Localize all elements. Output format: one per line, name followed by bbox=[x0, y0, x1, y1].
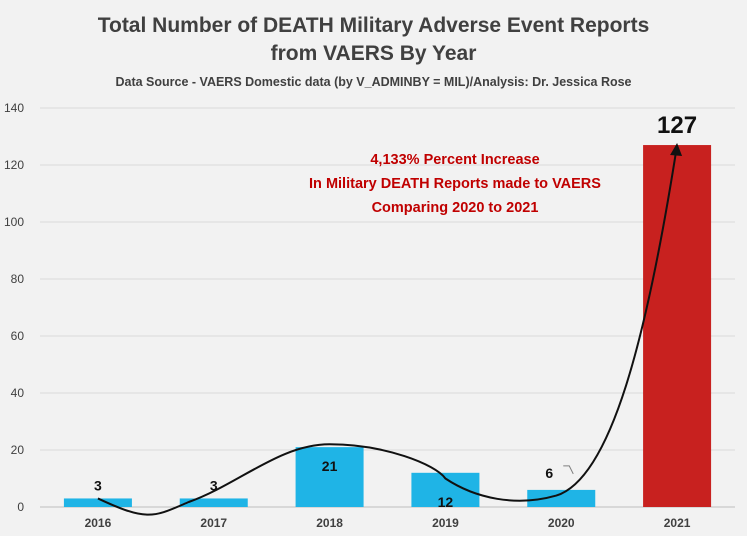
x-tick-label-2017: 2017 bbox=[200, 516, 227, 530]
y-tick-label-100: 100 bbox=[4, 215, 24, 229]
x-tick-label-2020: 2020 bbox=[548, 516, 575, 530]
annotation-line-2: In Military DEATH Reports made to VAERS bbox=[309, 176, 601, 192]
trend-arrowhead bbox=[670, 143, 683, 157]
chart-subtitle: Data Source - VAERS Domestic data (by V_… bbox=[115, 75, 632, 89]
data-label-2021: 127 bbox=[657, 112, 697, 139]
bars bbox=[63, 145, 712, 508]
x-tick-label-2021: 2021 bbox=[664, 516, 691, 530]
y-tick-label-20: 20 bbox=[11, 443, 25, 457]
x-axis-ticks: 2016 2017 2018 2019 2020 2021 bbox=[85, 516, 691, 530]
trend-curve bbox=[97, 143, 683, 516]
gridlines bbox=[40, 107, 735, 508]
annotation-line-1: 4,133% Percent Increase bbox=[370, 152, 540, 168]
x-tick-label-2018: 2018 bbox=[316, 516, 343, 530]
bar-2021 bbox=[643, 145, 712, 508]
bar-2017 bbox=[179, 498, 248, 507]
data-label-2020: 6 bbox=[545, 465, 553, 481]
y-tick-label-80: 80 bbox=[11, 272, 25, 286]
x-tick-label-2019: 2019 bbox=[432, 516, 459, 530]
data-label-2016: 3 bbox=[94, 477, 102, 493]
chart-title: Total Number of DEATH Military Adverse E… bbox=[97, 14, 650, 37]
bar-2018 bbox=[295, 447, 364, 507]
y-tick-label-140: 140 bbox=[4, 101, 24, 115]
y-tick-label-0: 0 bbox=[17, 500, 24, 514]
data-label-2018: 21 bbox=[322, 458, 338, 474]
y-tick-label-120: 120 bbox=[4, 158, 24, 172]
y-tick-label-60: 60 bbox=[11, 329, 25, 343]
y-tick-label-40: 40 bbox=[11, 386, 25, 400]
bar-2016 bbox=[63, 498, 132, 507]
data-labels: 3 3 21 12 6 127 bbox=[94, 112, 697, 510]
data-label-2017: 3 bbox=[210, 477, 218, 493]
chart-title-line2: from VAERS By Year bbox=[270, 42, 477, 65]
data-label-2019: 12 bbox=[438, 494, 454, 510]
x-tick-label-2016: 2016 bbox=[85, 516, 112, 530]
bar-2020 bbox=[527, 489, 596, 507]
y-axis-ticks: 0 20 40 60 80 100 120 140 bbox=[4, 101, 24, 514]
data-label-leader-2020 bbox=[563, 465, 574, 475]
annotation-line-3: Comparing 2020 to 2021 bbox=[371, 200, 539, 216]
trend-curve-line bbox=[97, 144, 679, 516]
